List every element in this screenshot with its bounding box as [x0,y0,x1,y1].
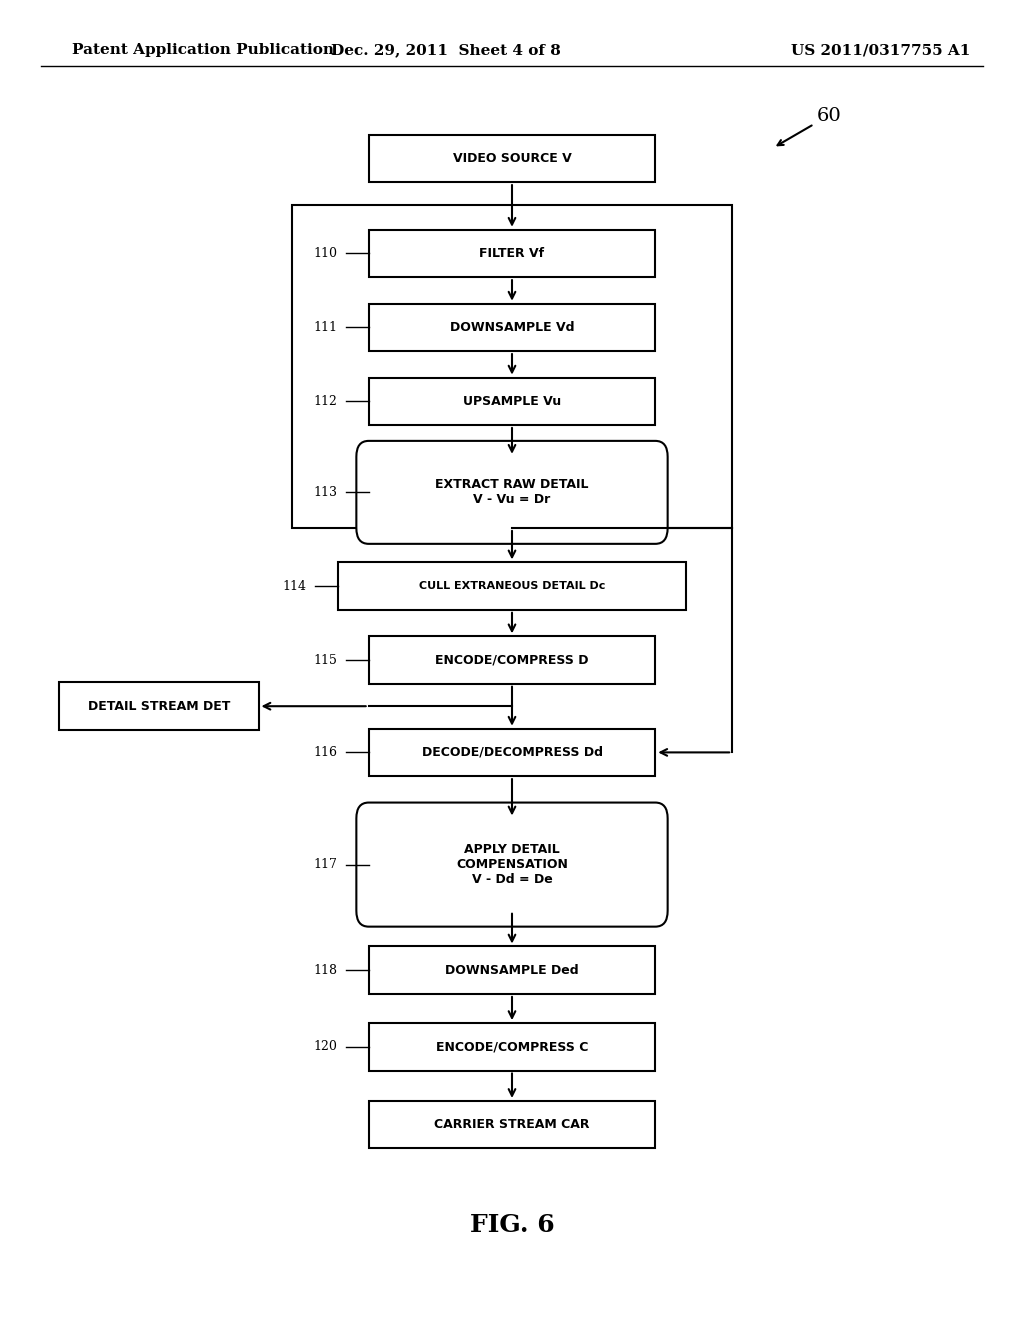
Text: CULL EXTRANEOUS DETAIL Dc: CULL EXTRANEOUS DETAIL Dc [419,581,605,591]
Bar [369,304,655,351]
Bar [369,1023,655,1071]
Text: 112: 112 [313,395,338,408]
Text: CARRIER STREAM CAR: CARRIER STREAM CAR [434,1118,590,1131]
Text: 60: 60 [817,107,842,125]
Text: DOWNSAMPLE Vd: DOWNSAMPLE Vd [450,321,574,334]
Text: DECODE/DECOMPRESS Dd: DECODE/DECOMPRESS Dd [422,746,602,759]
Text: 116: 116 [313,746,338,759]
Text: ENCODE/COMPRESS D: ENCODE/COMPRESS D [435,653,589,667]
Text: Patent Application Publication: Patent Application Publication [72,44,334,57]
Text: DOWNSAMPLE Ded: DOWNSAMPLE Ded [445,964,579,977]
Text: 114: 114 [283,579,307,593]
FancyBboxPatch shape [356,441,668,544]
Bar [58,682,258,730]
Text: FIG. 6: FIG. 6 [470,1213,554,1237]
FancyBboxPatch shape [356,803,668,927]
Bar [369,946,655,994]
Bar [369,729,655,776]
Text: 113: 113 [313,486,338,499]
Text: 118: 118 [313,964,338,977]
Text: FILTER Vf: FILTER Vf [479,247,545,260]
Bar [292,205,732,528]
Bar [369,230,655,277]
Text: Dec. 29, 2011  Sheet 4 of 8: Dec. 29, 2011 Sheet 4 of 8 [331,44,560,57]
Text: 110: 110 [313,247,338,260]
Text: 111: 111 [313,321,338,334]
Text: 115: 115 [313,653,338,667]
Bar [369,135,655,182]
Text: ENCODE/COMPRESS C: ENCODE/COMPRESS C [436,1040,588,1053]
Bar [338,562,686,610]
Text: 117: 117 [313,858,338,871]
Bar [369,636,655,684]
Text: VIDEO SOURCE V: VIDEO SOURCE V [453,152,571,165]
Text: UPSAMPLE Vu: UPSAMPLE Vu [463,395,561,408]
Text: 120: 120 [313,1040,338,1053]
Text: APPLY DETAIL
COMPENSATION
V - Dd = De: APPLY DETAIL COMPENSATION V - Dd = De [456,843,568,886]
Text: DETAIL STREAM DET: DETAIL STREAM DET [87,700,230,713]
Bar [369,378,655,425]
Text: EXTRACT RAW DETAIL
V - Vu = Dr: EXTRACT RAW DETAIL V - Vu = Dr [435,478,589,507]
Text: US 2011/0317755 A1: US 2011/0317755 A1 [791,44,971,57]
Bar [369,1101,655,1148]
